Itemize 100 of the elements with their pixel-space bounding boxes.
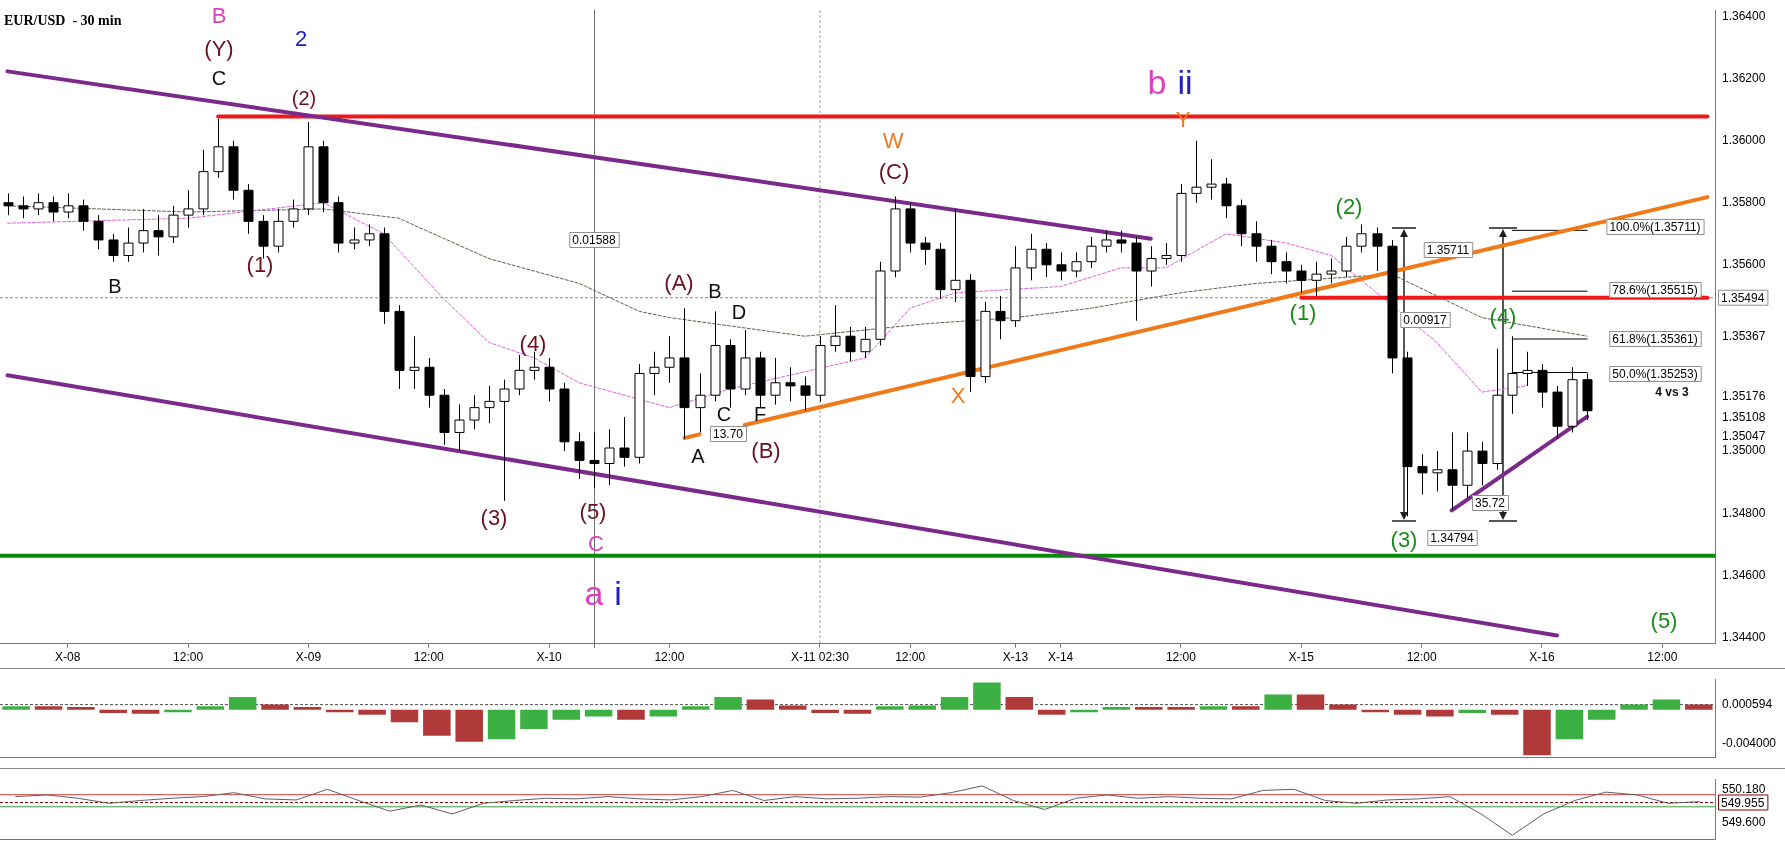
x-tick-label: X-11 02:30: [790, 650, 850, 665]
bar: [1037, 709, 1066, 715]
bar: [67, 707, 95, 710]
annotation: C: [211, 66, 227, 89]
y-tick-label: 549.600: [1722, 814, 1766, 829]
annotation: (3): [480, 505, 508, 531]
x-tick-label: X-10: [536, 650, 563, 665]
annotation: B: [108, 274, 122, 297]
bar: [196, 706, 225, 710]
x-tick-label: X-15: [1288, 650, 1315, 665]
x-tick-label: X-08: [55, 650, 81, 665]
annotation: (1): [246, 252, 274, 278]
y-tick-label: 1.34400: [1722, 629, 1766, 644]
bar: [1426, 709, 1454, 717]
bar: [714, 696, 742, 710]
bar: [1393, 709, 1422, 715]
bar: [973, 682, 1001, 710]
annotation: (3): [1390, 527, 1418, 553]
annotation: (5): [1650, 608, 1678, 634]
bar: [1232, 706, 1260, 710]
bar: [811, 709, 839, 714]
y-tick-label: 1.36000: [1722, 132, 1766, 147]
x-tick-label: 12:00: [1647, 650, 1678, 665]
y-tick-label: 0.000594: [1722, 696, 1773, 711]
x-tick-label: X-16: [1529, 650, 1555, 665]
bar: [2, 706, 30, 710]
bar: [779, 705, 807, 710]
bar: [228, 696, 257, 710]
y-tick-label: -0.004000: [1722, 735, 1777, 750]
annotation: 4 vs 3: [1655, 385, 1689, 400]
bar: [1264, 694, 1292, 710]
bar: [1167, 707, 1195, 710]
annotation: (C): [878, 159, 910, 185]
y-tick-label: 1.35367: [1722, 329, 1766, 344]
ref-line-label: 1.35494: [1721, 291, 1765, 306]
bar: [358, 709, 386, 715]
x-tick-label: 12:00: [1406, 650, 1437, 665]
annotation: X: [950, 383, 966, 409]
bar: [1555, 709, 1584, 740]
annotation: 1.35711: [1426, 243, 1470, 258]
annotation: b: [1147, 63, 1167, 102]
bar: [1134, 707, 1163, 710]
annotation: 78.6%(1.35515): [1612, 283, 1698, 298]
annotation: (4): [519, 331, 547, 357]
bar: [131, 709, 160, 714]
annotation: 0.00917: [1403, 313, 1448, 328]
annotation: ii: [1177, 63, 1193, 102]
annotation: A: [691, 444, 706, 467]
x-tick-label: X-09: [295, 650, 322, 665]
y-tick-label: 1.35000: [1722, 443, 1766, 458]
x-tick-label: 12:00: [895, 650, 926, 665]
bar: [423, 709, 451, 736]
bar: [1296, 694, 1325, 710]
bar: [843, 709, 872, 714]
bar: [876, 706, 904, 710]
x-tick-label: 12:00: [413, 650, 445, 665]
annotation: B: [708, 279, 722, 302]
annotation: (B): [751, 438, 781, 464]
bar: [1523, 709, 1551, 756]
annotation: 13.70: [712, 427, 744, 442]
bar: [940, 696, 969, 710]
annotation: B: [211, 3, 227, 29]
annotation: 50.0%(1.35253): [1612, 367, 1698, 382]
annotation: i: [614, 574, 622, 613]
bar: [681, 706, 710, 710]
y-tick-label: 1.35176: [1722, 388, 1766, 403]
x-tick-label: X-13: [1002, 650, 1029, 665]
annotation: 61.8%(1.35361): [1612, 332, 1698, 347]
annotation: (A): [664, 270, 694, 296]
y-tick-label: 1.35108: [1722, 409, 1766, 424]
annotation: 0.01588: [572, 233, 617, 248]
y-tick-label: 550.180: [1722, 782, 1766, 797]
y-tick-label: 1.34800: [1722, 505, 1766, 520]
bar: [552, 709, 581, 720]
bar: [390, 709, 419, 723]
annotation: 2: [294, 26, 308, 52]
annotation: (Y): [204, 36, 234, 62]
chart-title: EUR/USD - 30 min: [4, 12, 122, 28]
ref-line-label: 549.955: [1721, 795, 1765, 810]
annotation: C: [716, 402, 732, 425]
annotation: (1): [1289, 300, 1317, 326]
bar: [455, 709, 483, 742]
y-tick-label: 1.36400: [1722, 8, 1766, 23]
y-tick-label: 1.35800: [1722, 195, 1766, 210]
bar: [746, 699, 775, 710]
bar: [293, 707, 322, 710]
annotation: 100.0%(1.35711): [1609, 220, 1701, 235]
bar: [34, 706, 63, 710]
bar: [617, 709, 645, 720]
annotation: 35.72: [1474, 496, 1506, 511]
bar: [487, 709, 516, 740]
y-tick-label: 1.35047: [1722, 428, 1766, 443]
x-tick-label: 12:00: [1165, 650, 1197, 665]
annotation: (2): [1335, 194, 1363, 220]
annotation: F: [753, 402, 767, 425]
y-tick-label: 1.36200: [1722, 70, 1766, 85]
annotation: W: [882, 128, 904, 154]
bar: [1685, 704, 1713, 710]
bar: [261, 704, 289, 710]
bar: [1005, 696, 1034, 710]
